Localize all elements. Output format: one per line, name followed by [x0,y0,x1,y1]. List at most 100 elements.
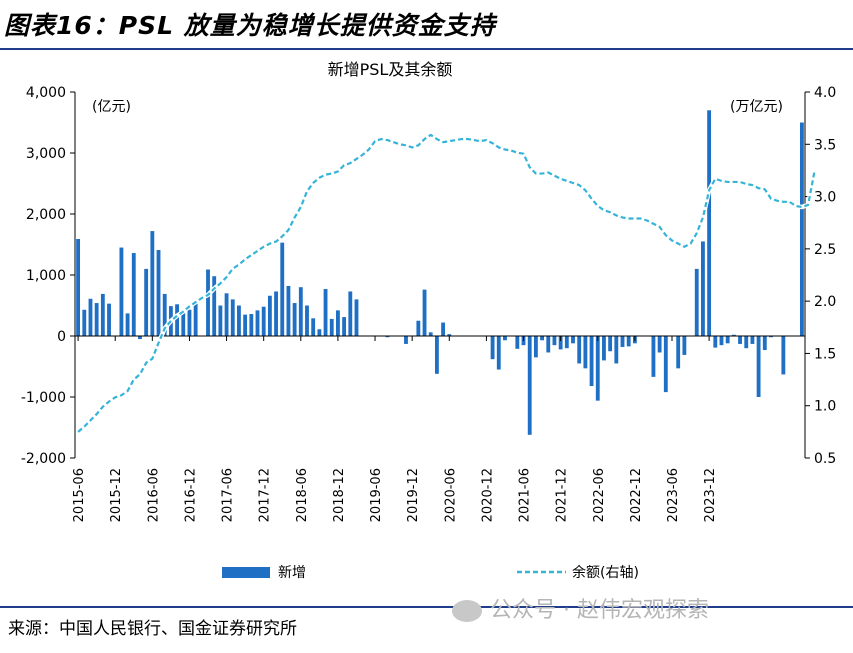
bar [682,336,687,355]
legend-swatch-new [222,567,270,578]
bar [527,336,532,435]
bar [533,336,538,358]
bar [144,268,149,336]
left-axis-unit: (亿元) [92,99,131,115]
bar [162,293,167,336]
bar [503,336,507,341]
bar [298,287,303,336]
bar [602,336,606,361]
bar [212,276,217,336]
bar [131,253,136,336]
source-note: 来源：中国人民银行、国金证券研究所 [8,619,297,639]
bar [125,313,130,336]
x-tick-label: 2020-12 [480,468,495,522]
bar [286,285,291,336]
left-tick-label: 0 [57,329,66,345]
watermark-text: 公众号 · 赵伟宏观探索 [490,598,709,623]
bar [515,336,520,349]
bar [348,291,353,336]
bar [707,110,712,336]
bar [224,293,229,336]
line-series-balance [76,132,817,434]
bar [150,231,155,336]
bar [663,336,668,393]
axes: 4,000 3,000 2,000 1,000 0 -1,000 -2,000 4.0 3.5 3… [21,85,836,522]
bar [701,241,705,336]
bar [651,336,656,377]
bar [94,303,99,336]
bar [261,306,266,336]
x-tick-label: 2023-12 [703,468,718,522]
bar [82,309,87,336]
left-tick-label: -1,000 [21,390,66,406]
x-tick-label: 2017-12 [258,468,273,522]
bar [187,309,192,336]
x-tick-label: 2016-12 [183,468,198,522]
bar [577,336,582,364]
bar [657,336,662,353]
bar [342,317,347,336]
bar [292,303,297,336]
right-tick-label: 2.0 [814,294,836,310]
legend-label-new: 新增 [278,565,306,581]
bar [490,336,495,360]
right-tick-label: 0.5 [814,451,836,467]
legend-label-balance: 余额(右轴) [572,564,639,581]
x-tick-label: 2015-06 [72,468,87,522]
bar [738,336,742,344]
bar [620,336,625,347]
x-tick-label: 2021-06 [518,468,533,522]
left-tick-label: 3,000 [26,146,66,162]
bar [719,336,724,346]
bar [267,295,272,336]
left-tick-label: -2,000 [21,451,66,467]
bar [323,289,328,336]
bar [546,336,551,353]
right-axis-unit: (万亿元) [730,99,783,115]
left-tick-label: 2,000 [26,207,66,223]
bar [799,122,804,336]
bar [274,291,278,336]
bar [750,336,755,344]
bar [119,247,124,336]
x-tick-label: 2015-12 [109,468,124,522]
bar [441,322,446,336]
bar [496,336,501,370]
bar [676,336,681,369]
x-tick-label: 2018-12 [332,468,347,522]
bar [385,336,390,338]
right-tick-label: 1.5 [814,346,836,362]
bar [206,269,210,336]
x-tick-label: 2019-06 [369,468,384,522]
bar [237,305,241,336]
bar [305,305,309,336]
bar [731,334,736,336]
bar [571,336,575,344]
bar [694,268,699,336]
bar [317,329,322,336]
balance-line [77,133,816,433]
bar [218,305,223,336]
chart-title: 新增PSL及其余额 [328,60,453,79]
bar-series-new-psl [76,110,804,435]
bar [107,303,111,336]
x-tick-label: 2021-12 [555,468,570,522]
bar [422,289,427,336]
bar [781,336,786,375]
bar [564,336,569,349]
bar [311,318,316,336]
bar [589,336,594,387]
x-tick-label: 2017-06 [221,468,236,522]
bar [249,314,254,336]
x-tick-label: 2022-12 [629,468,644,522]
bar [626,336,631,347]
x-tick-label: 2020-06 [443,468,458,522]
bar [583,336,588,369]
x-tick-label: 2023-06 [666,468,681,522]
bar [280,242,285,336]
x-tick-label: 2019-12 [406,468,421,522]
bar [255,310,260,336]
title-rule [0,48,853,50]
bar [725,336,730,344]
bar [336,310,340,336]
